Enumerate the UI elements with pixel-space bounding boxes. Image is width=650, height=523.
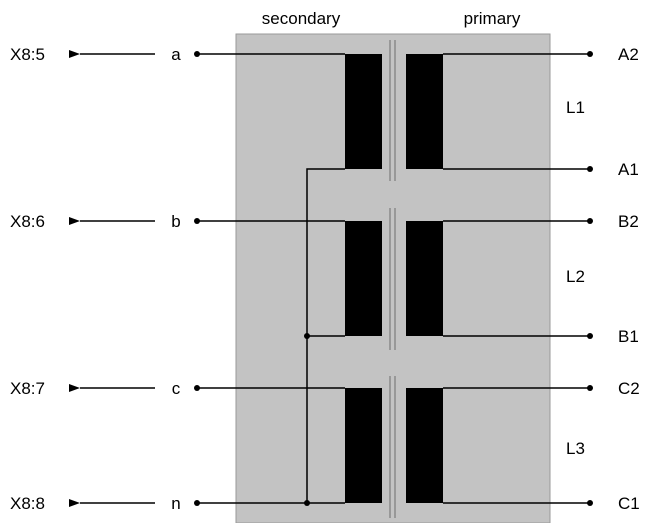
primary-winding-3	[406, 388, 443, 503]
terminal-dot	[587, 500, 593, 506]
secondary-winding-1	[345, 54, 382, 169]
terminal-label: C2	[618, 379, 640, 398]
right-terminals: A2 A1 B2 B1 C2 C1	[587, 45, 640, 513]
output-label: X8:6	[10, 212, 45, 231]
output-label: X8:7	[10, 379, 45, 398]
phase-label: L1	[566, 98, 585, 117]
secondary-wires	[197, 53, 345, 504]
node-label: b	[171, 212, 180, 231]
terminal-dot	[587, 218, 593, 224]
terminal-label: C1	[618, 494, 640, 513]
terminal-dot	[587, 333, 593, 339]
terminal-dot	[194, 218, 200, 224]
node-label: a	[171, 45, 181, 64]
transformer-tank	[235, 33, 551, 523]
primary-winding-2	[406, 221, 443, 336]
output-label: X8:8	[10, 494, 45, 513]
core-1	[389, 40, 396, 181]
node-label: c	[172, 379, 181, 398]
terminal-dot	[194, 500, 200, 506]
primary-winding-1	[406, 54, 443, 169]
left-terminals: a b c n X8:5 X8:6 X8:7 X8:8	[10, 45, 200, 513]
terminal-label: B1	[618, 327, 639, 346]
secondary-label: secondary	[262, 9, 341, 28]
output-label: X8:5	[10, 45, 45, 64]
phase-label: L2	[566, 267, 585, 286]
junction-dot	[304, 500, 310, 506]
secondary-winding-2	[345, 221, 382, 336]
node-label: n	[171, 494, 180, 513]
terminal-dot	[587, 51, 593, 57]
terminal-dot	[194, 385, 200, 391]
terminal-dot	[194, 51, 200, 57]
junction-dot	[304, 333, 310, 339]
core-2	[389, 208, 396, 350]
primary-wires	[443, 53, 590, 504]
secondary-winding-3	[345, 388, 382, 503]
terminal-dot	[587, 166, 593, 172]
terminal-dot	[587, 385, 593, 391]
core-3	[389, 376, 396, 518]
terminal-label: A1	[618, 160, 639, 179]
terminal-label: B2	[618, 212, 639, 231]
terminal-label: A2	[618, 45, 639, 64]
primary-label: primary	[464, 9, 521, 28]
phase-label: L3	[566, 439, 585, 458]
